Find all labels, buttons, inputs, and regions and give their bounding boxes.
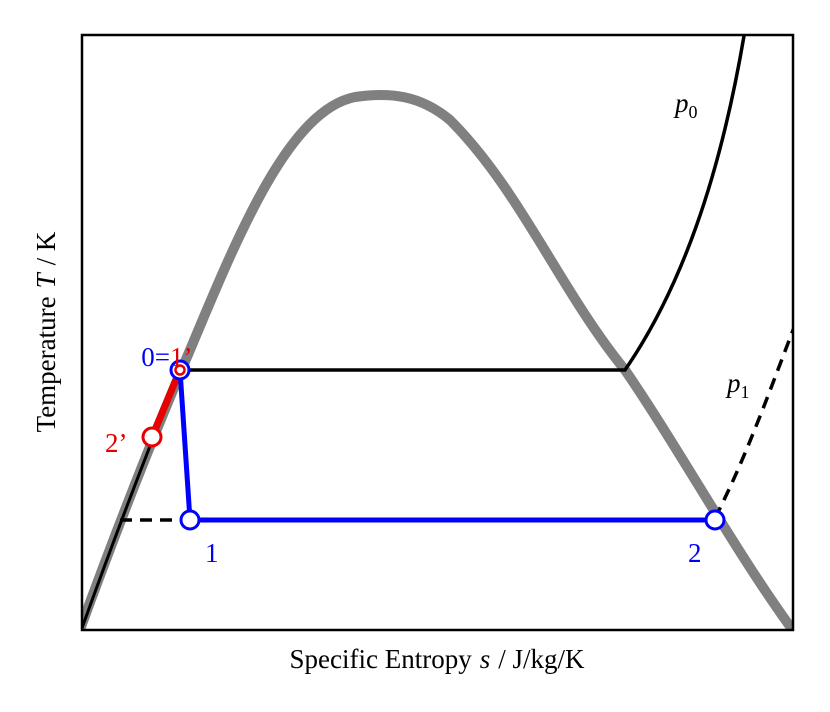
state-label-0: 0= bbox=[141, 342, 170, 372]
process-red bbox=[148, 366, 184, 441]
symbol: p bbox=[673, 88, 689, 118]
state-label-1-prime: 1’ bbox=[170, 342, 193, 372]
isobar-label-p0: p0 bbox=[673, 88, 698, 122]
label-symbol: s bbox=[480, 644, 491, 674]
state-label-2-prime: 2’ bbox=[105, 428, 128, 458]
state-2 bbox=[704, 509, 726, 531]
state-2-prime bbox=[141, 426, 163, 448]
plot-frame bbox=[80, 33, 795, 632]
plot-area bbox=[82, 35, 793, 630]
state-1 bbox=[179, 509, 201, 531]
isobar-p0 bbox=[180, 35, 746, 372]
subscript: 1 bbox=[741, 382, 750, 402]
label-unit: / J/kg/K bbox=[498, 644, 585, 674]
x-axis-label: Specific Entropy s / J/kg/K bbox=[290, 644, 585, 674]
symbol: p bbox=[725, 368, 741, 398]
isobar-label-p1: p1 bbox=[725, 368, 750, 402]
state-1-prime bbox=[174, 364, 186, 376]
isobar-p1-vapor bbox=[713, 325, 793, 519]
subscript: 0 bbox=[689, 102, 698, 122]
label-symbol: T bbox=[31, 271, 61, 288]
label-unit: / K bbox=[31, 231, 61, 265]
state-label-2: 2 bbox=[688, 538, 702, 568]
state-label-1: 1 bbox=[205, 538, 219, 568]
label-text: Temperature bbox=[31, 296, 61, 432]
label-text: Specific Entropy bbox=[290, 644, 473, 674]
y-axis-label: Temperature T / K bbox=[31, 231, 61, 432]
